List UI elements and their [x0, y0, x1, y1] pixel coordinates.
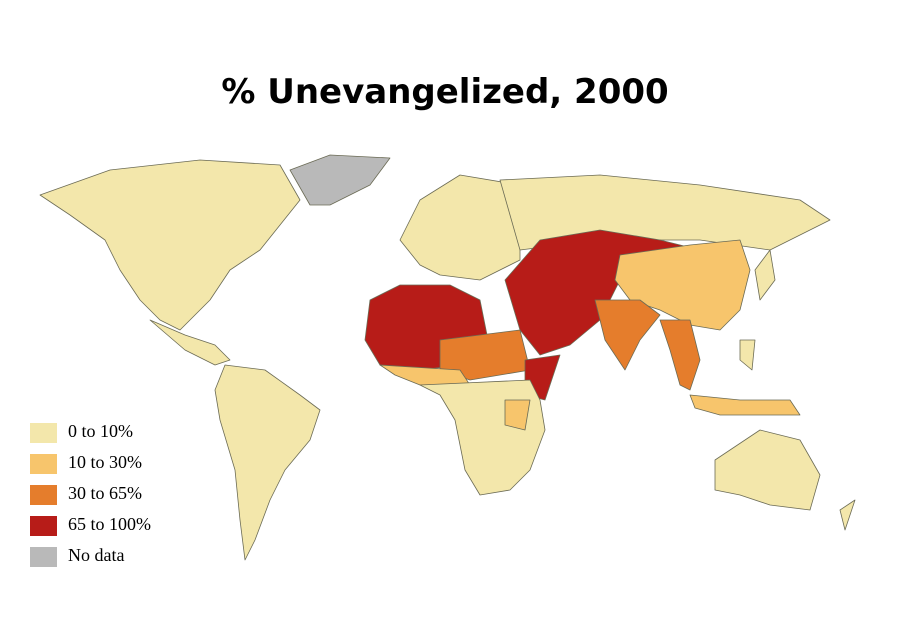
central-america [149, 319, 231, 366]
china [614, 239, 751, 331]
legend-swatch [30, 547, 57, 567]
philippines [739, 339, 756, 371]
india [594, 299, 661, 371]
east-africa [504, 399, 531, 431]
legend-swatch [30, 454, 57, 474]
southern-africa [419, 379, 546, 496]
new-zealand [839, 499, 856, 531]
japan [754, 249, 776, 301]
legend-swatch [30, 516, 57, 536]
greenland [289, 154, 391, 206]
legend-label: 30 to 65% [68, 483, 142, 503]
legend-swatch [30, 485, 57, 505]
legend-label: 0 to 10% [68, 421, 133, 441]
world-map [39, 154, 856, 561]
legend: 0 to 10% 10 to 30% 30 to 65% 65 to 100% No d… [30, 421, 151, 567]
legend-label: 65 to 100% [68, 514, 151, 534]
south-america [214, 364, 321, 561]
legend-label: 10 to 30% [68, 452, 142, 472]
sahel [439, 329, 531, 381]
europe [399, 174, 521, 281]
indonesia [689, 394, 801, 416]
map-title: % Unevangelized, 2000 [221, 72, 668, 112]
australia [714, 429, 821, 511]
legend-label: No data [68, 545, 124, 565]
north-america [39, 159, 301, 331]
southeast-asia [659, 319, 701, 391]
legend-swatch [30, 423, 57, 443]
